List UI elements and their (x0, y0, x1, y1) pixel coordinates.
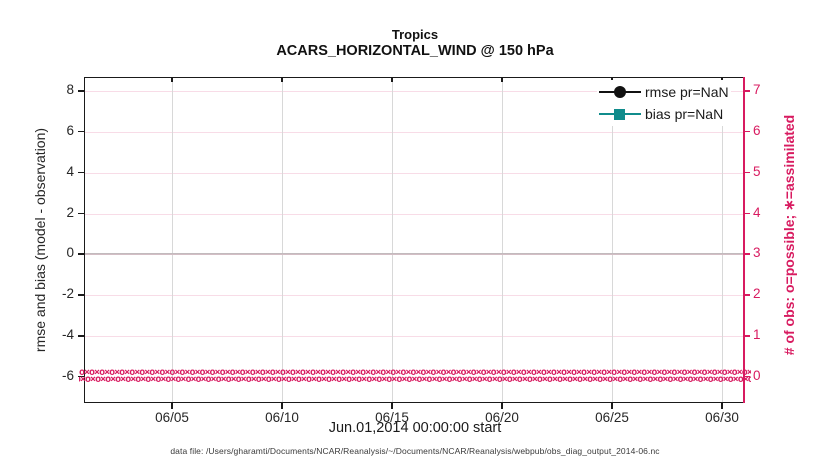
left-tick-mark (78, 335, 84, 337)
legend: rmse pr=NaN bias pr=NaN (597, 80, 731, 126)
h-gridline (85, 172, 743, 174)
bottom-tick-mark (721, 403, 723, 409)
right-tick-label: 1 (753, 327, 761, 343)
left-tick-mark (78, 253, 84, 255)
right-tick-mark (744, 294, 750, 296)
data-file-caption: data file: /Users/gharamti/Documents/NCA… (170, 446, 660, 456)
right-tick-label: 3 (753, 245, 761, 261)
x-tick-label: 06/10 (265, 410, 299, 425)
top-tick-mark (501, 77, 503, 82)
left-tick-mark (78, 375, 84, 378)
left-tick-label: 8 (66, 82, 74, 97)
h-gridline (85, 213, 743, 215)
right-tick-mark (744, 335, 750, 337)
legend-label-rmse: rmse pr=NaN (645, 84, 729, 100)
v-gridline (722, 78, 723, 402)
top-tick-mark (391, 77, 393, 82)
left-tick-mark (78, 212, 84, 215)
h-gridline (85, 131, 743, 133)
right-tick-label: 2 (753, 286, 761, 302)
v-gridline (282, 78, 283, 402)
right-tick-mark (744, 130, 750, 133)
right-tick-mark (744, 212, 750, 215)
right-tick-mark (744, 90, 750, 92)
right-tick-label: 6 (753, 122, 761, 138)
x-tick-label: 06/30 (705, 410, 739, 425)
x-tick-label: 06/05 (155, 410, 189, 425)
obs-count-markers-row: o×o×o×o×o×o×o×o×o×o×o×o×o×o×o×o×o×o×o×o×… (79, 373, 751, 385)
x-axis-label: Jun.01,2014 00:00:00 start (328, 420, 502, 436)
v-gridline (502, 78, 503, 402)
h-gridline (85, 91, 743, 92)
h-gridline (85, 336, 743, 338)
chart-subtitle: ACARS_HORIZONTAL_WIND @ 150 hPa (276, 43, 554, 59)
bottom-tick-mark (281, 403, 283, 409)
right-tick-mark (744, 253, 750, 255)
v-gridline (172, 78, 173, 402)
bottom-tick-mark (171, 403, 173, 409)
x-tick-label: 06/25 (595, 410, 629, 425)
right-tick-label: 7 (753, 82, 761, 97)
legend-entry-bias: bias pr=NaN (599, 103, 729, 125)
chart-title: Tropics (391, 27, 439, 42)
top-tick-mark (611, 77, 613, 82)
right-tick-label: 0 (753, 367, 761, 383)
top-tick-mark (721, 77, 723, 82)
top-tick-mark (171, 77, 173, 82)
x-tick-label: 06/20 (485, 410, 519, 425)
left-tick-mark (78, 294, 84, 296)
left-tick-label: -2 (61, 286, 74, 302)
legend-label-bias: bias pr=NaN (645, 106, 724, 122)
left-tick-label: -4 (61, 327, 74, 343)
bottom-tick-mark (391, 403, 393, 409)
right-tick-mark (744, 375, 750, 378)
top-tick-mark (281, 77, 283, 82)
x-tick-label: 06/15 (375, 410, 409, 425)
zero-line (85, 253, 743, 256)
bias-marker-icon (599, 107, 641, 121)
left-tick-mark (78, 171, 84, 174)
rmse-marker-icon (599, 85, 641, 99)
left-tick-label: 2 (66, 204, 74, 220)
left-tick-mark (78, 130, 84, 133)
right-tick-mark (744, 171, 750, 174)
left-tick-label: 0 (66, 245, 74, 261)
bottom-tick-mark (501, 403, 503, 409)
left-tick-label: -6 (61, 367, 74, 383)
left-tick-label: 4 (66, 163, 74, 179)
h-gridline (85, 376, 743, 378)
right-tick-label: 5 (753, 163, 761, 179)
legend-entry-rmse: rmse pr=NaN (599, 81, 729, 103)
obs-count-marker-band: o×o×o×o×o×o×o×o×o×o×o×o×o×o×o×o×o×o×o×o×… (79, 369, 751, 385)
v-gridline (612, 78, 613, 402)
obs-count-markers-row: o×o×o×o×o×o×o×o×o×o×o×o×o×o×o×o×o×o×o×o×… (79, 368, 751, 378)
right-tick-label: 4 (753, 204, 761, 220)
h-gridline (85, 295, 743, 297)
bottom-tick-mark (611, 403, 613, 409)
v-gridline (392, 78, 393, 402)
left-tick-label: 6 (66, 122, 74, 138)
left-tick-mark (78, 90, 84, 92)
right-axis-line (743, 77, 745, 403)
